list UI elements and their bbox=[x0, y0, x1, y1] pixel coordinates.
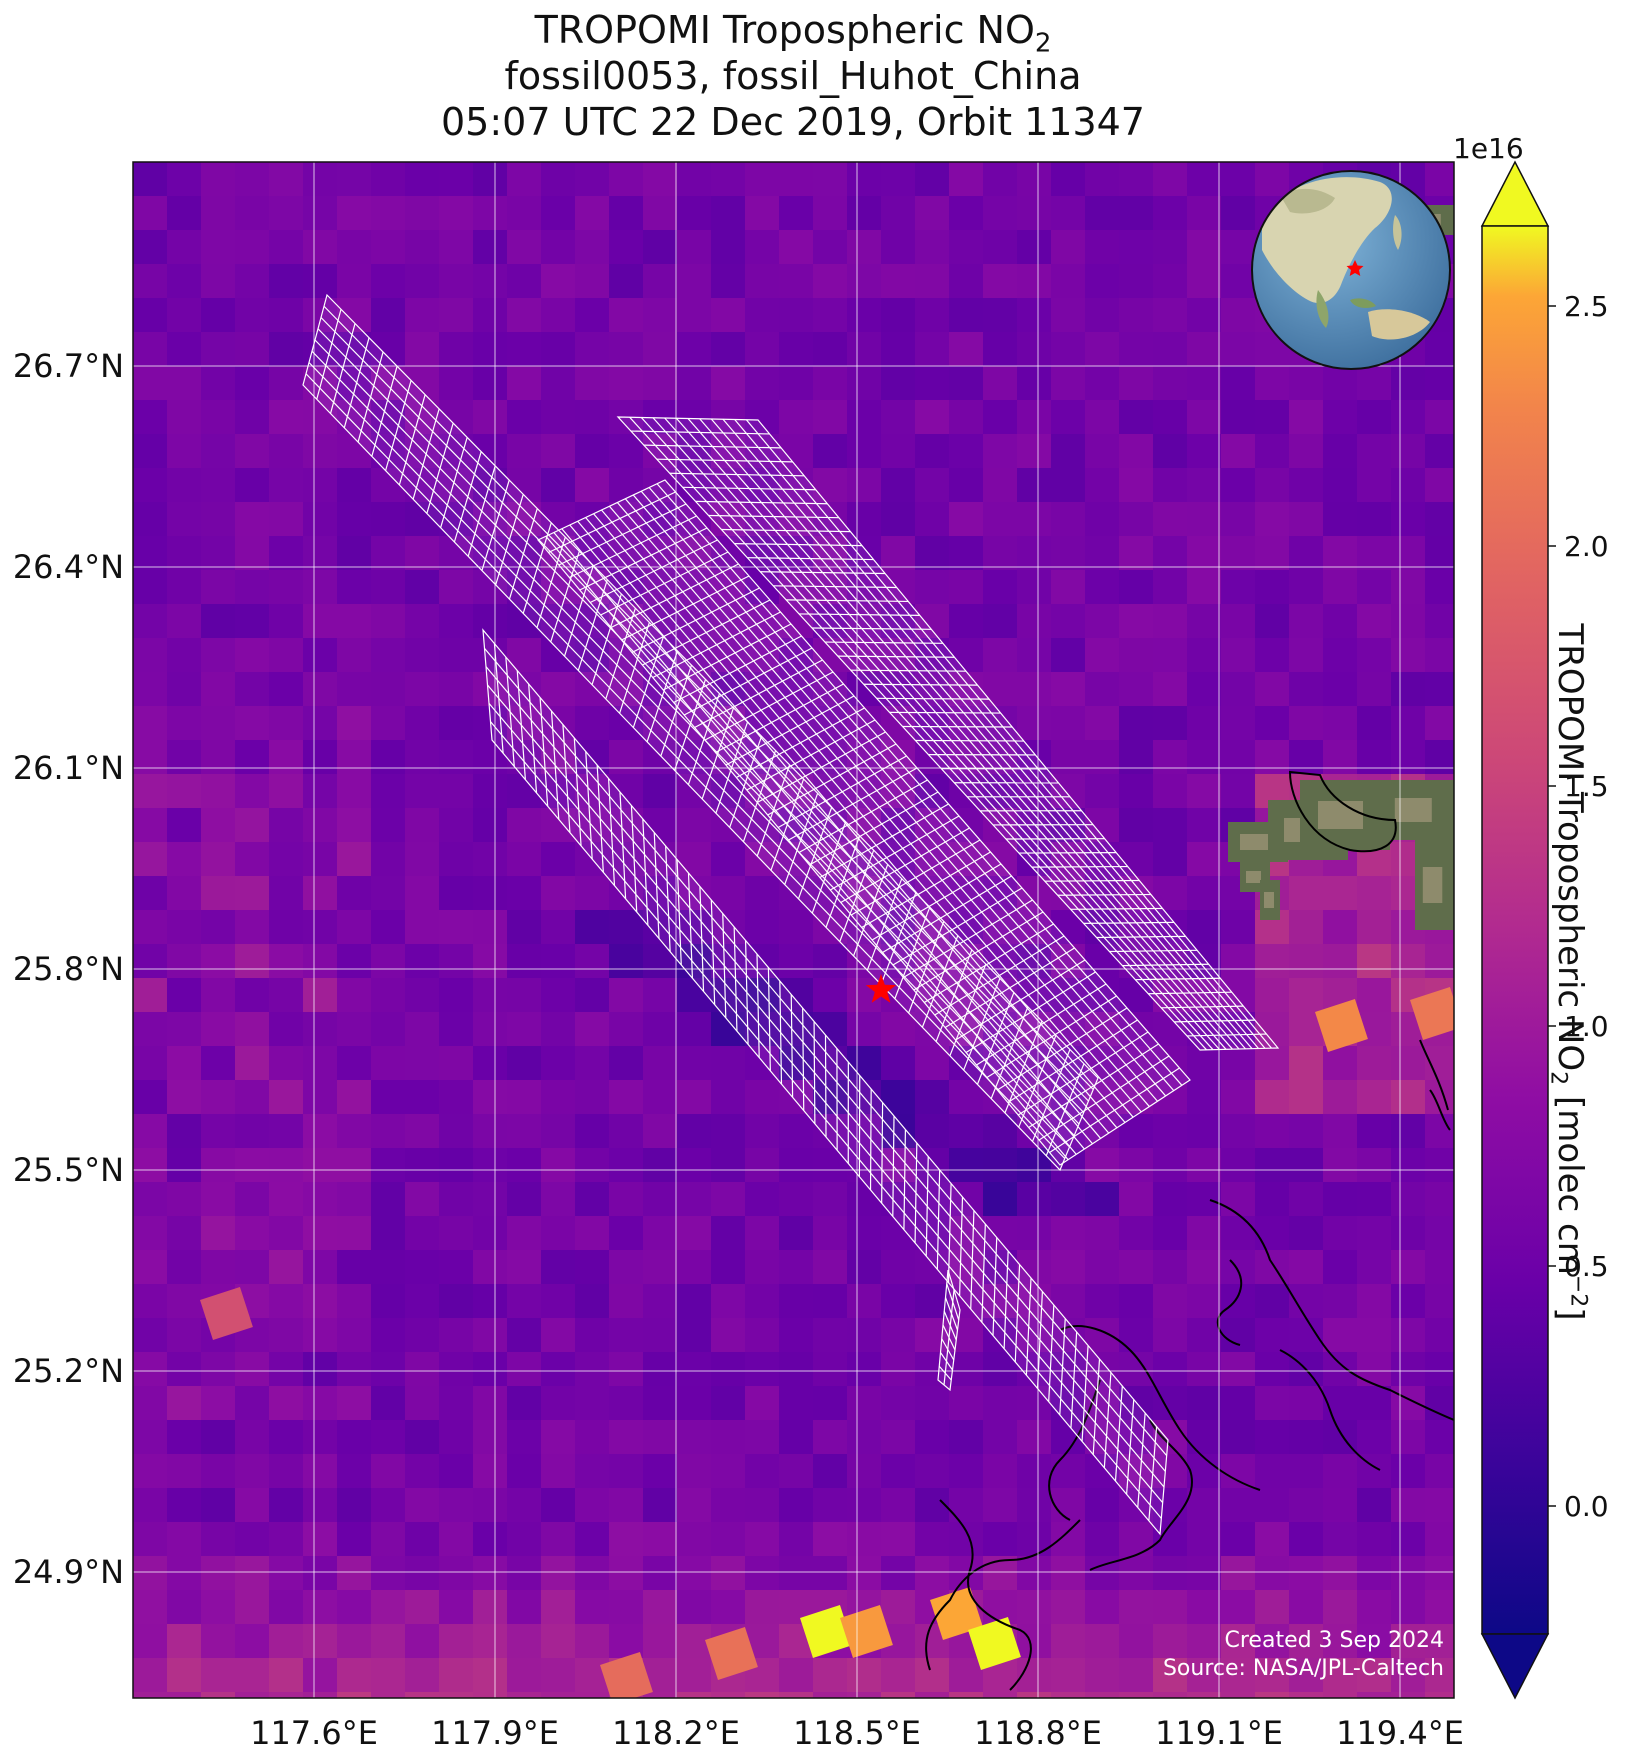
lat-tick-label: 26.1°N bbox=[13, 749, 124, 787]
red-star-icon bbox=[865, 974, 897, 1003]
lat-tick-label: 25.8°N bbox=[13, 950, 124, 988]
colorbar-tick-label: 1.0 bbox=[1564, 1010, 1609, 1043]
colorbar-ticks: 2.5 2.0 1.5 1.0 0.5 0.0 bbox=[1548, 290, 1609, 1523]
colorbar-label-suffix: ] bbox=[1550, 1307, 1591, 1321]
coastline bbox=[925, 770, 1454, 1691]
colorbar-label-sup: −2 bbox=[1565, 1274, 1591, 1308]
title-prefix: TROPOMI Tropospheric NO bbox=[534, 8, 1035, 52]
colorbar-tick-label: 0.5 bbox=[1564, 1250, 1609, 1283]
colorbar-label-sub: 2 bbox=[1545, 1071, 1571, 1086]
colorbar-exponent: 1e16 bbox=[1453, 132, 1524, 165]
lat-tick-label: 26.7°N bbox=[13, 347, 124, 385]
lon-tick-label: 119.1°E bbox=[1155, 1714, 1283, 1752]
graticule bbox=[133, 162, 1454, 1698]
colorbar-label-prefix: TROPOMI Tropospheric NO bbox=[1550, 623, 1591, 1072]
title-line-1: TROPOMI Tropospheric NO2 bbox=[133, 8, 1453, 66]
colorbar-extend-min bbox=[1480, 1633, 1550, 1700]
map-area bbox=[133, 162, 1454, 1698]
title-subscript: 2 bbox=[1034, 28, 1052, 59]
lat-tick-label: 25.2°N bbox=[13, 1352, 124, 1390]
lon-tick-label: 117.9°E bbox=[431, 1714, 559, 1752]
lat-tick-label: 25.5°N bbox=[13, 1151, 124, 1189]
colorbar-extend-max bbox=[1480, 160, 1550, 227]
lat-tick-label: 26.4°N bbox=[13, 548, 124, 586]
footprint-grids bbox=[302, 293, 1280, 1536]
title-line-3: 05:07 UTC 22 Dec 2019, Orbit 11347 bbox=[441, 100, 1145, 144]
colorbar-tick-label: 2.0 bbox=[1564, 530, 1609, 563]
colorbar-label: TROPOMI Tropospheric NO2 [molec cm−2] bbox=[1545, 623, 1590, 1320]
globe-inset-icon bbox=[1251, 170, 1451, 370]
colorbar-label-mid: [molec cm bbox=[1550, 1085, 1591, 1275]
map-frame bbox=[132, 161, 1455, 1699]
imagery-patches bbox=[1228, 205, 1454, 930]
credit-source: Source: NASA/JPL-Caltech bbox=[1162, 1656, 1444, 1681]
title-line-2: fossil0053, fossil_Huhot_China bbox=[504, 54, 1082, 98]
lat-tick-label: 24.9°N bbox=[13, 1553, 124, 1591]
colorbar: 1e16 2.5 2.0 1.5 1.0 0.5 0.0 bbox=[1453, 132, 1609, 1700]
longitude-labels: 117.6°E 117.9°E 118.2°E 118.5°E 118.8°E 119.1… bbox=[250, 1714, 1464, 1752]
lon-tick-label: 119.4°E bbox=[1336, 1714, 1464, 1752]
latitude-labels: 26.7°N 26.4°N 26.1°N 25.8°N 25.5°N 25.2°N 24.9… bbox=[13, 347, 124, 1591]
lon-tick-label: 118.8°E bbox=[974, 1714, 1102, 1752]
colorbar-gradient bbox=[1481, 225, 1549, 1635]
colorbar-tick-label: 0.0 bbox=[1564, 1490, 1609, 1523]
colorbar-tick-label: 2.5 bbox=[1564, 290, 1609, 323]
lon-tick-label: 117.6°E bbox=[250, 1714, 378, 1752]
lon-tick-label: 118.2°E bbox=[612, 1714, 740, 1752]
no2-pixel-layer bbox=[133, 162, 1454, 1698]
colorbar-tick-label: 1.5 bbox=[1564, 770, 1609, 803]
lon-tick-label: 118.5°E bbox=[793, 1714, 921, 1752]
credit-created: Created 3 Sep 2024 bbox=[1224, 1628, 1445, 1653]
